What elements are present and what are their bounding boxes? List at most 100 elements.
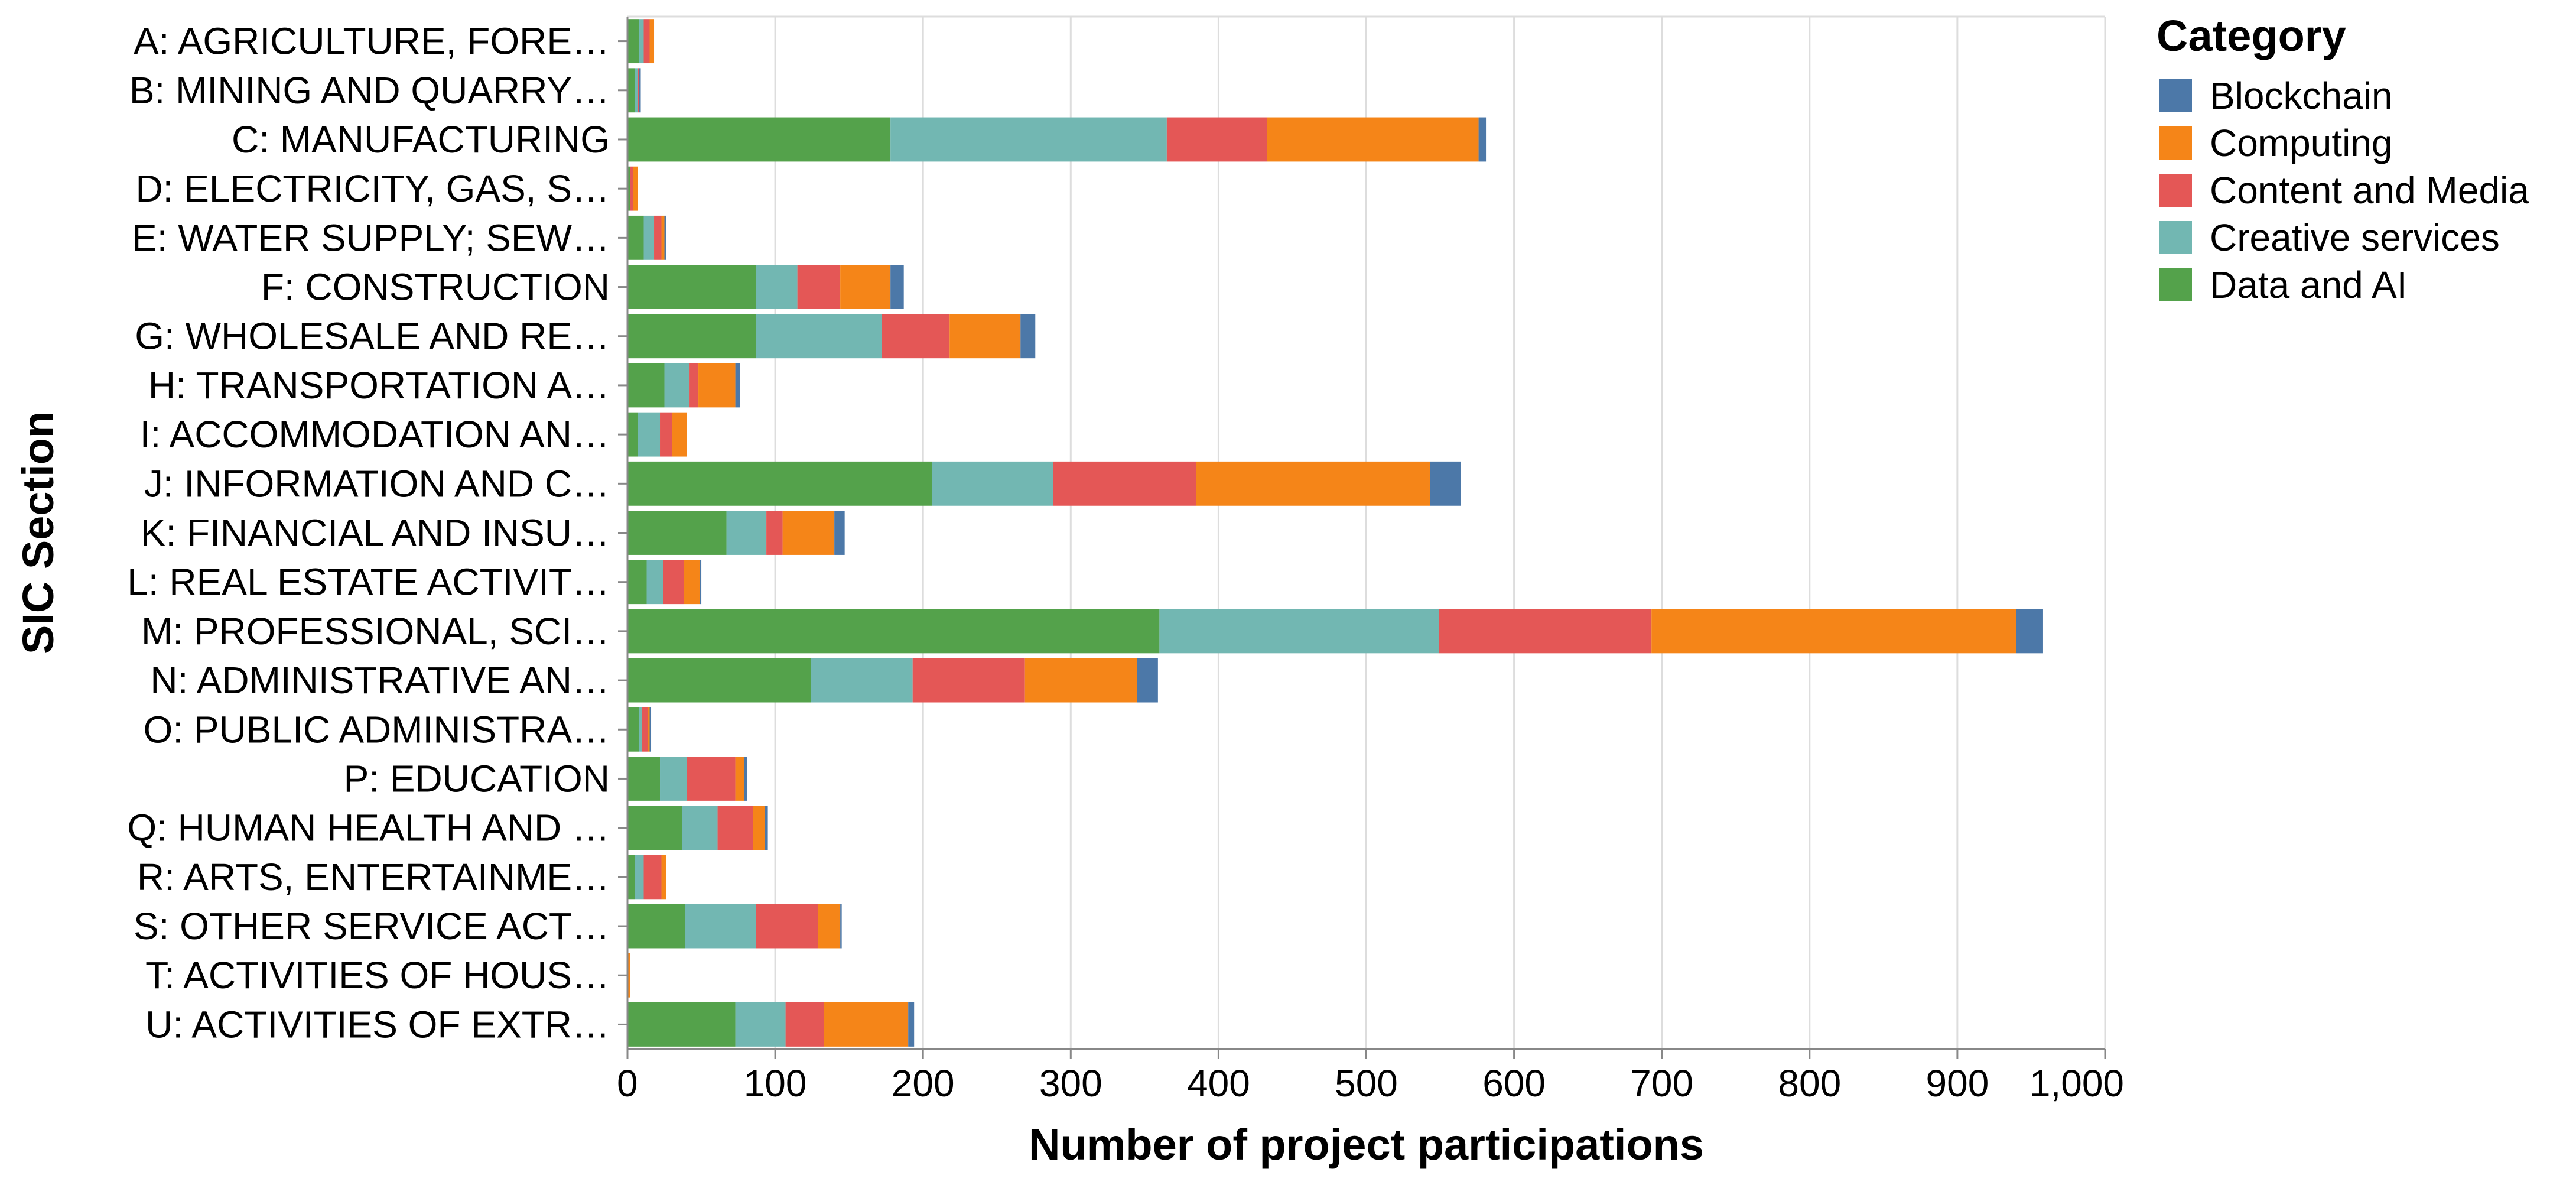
bar-segment [627,658,811,703]
x-axis-ticks: 0 100 200 300 400 500 600 700 800 900 1,000 [617,1049,2124,1105]
bar-segment [689,363,699,408]
legend-items: Blockchain Computing Content and MediaCrea… [2159,74,2529,306]
bar-segment [726,511,767,555]
y-tick-label: D: ELECTRICITY, GAS, S… [135,167,610,210]
bar-segment [1024,658,1137,703]
x-tick-label: 400 [1187,1062,1250,1105]
bar-segment [1196,461,1430,506]
y-axis-title: SIC Section [14,411,63,654]
bar-segment [660,412,672,457]
bar-segment [635,68,638,113]
x-tick-label: 600 [1482,1062,1546,1105]
bar-segment [627,707,640,752]
bar-segment [663,560,684,605]
bar-segment [643,855,662,900]
bar-segment [642,707,649,752]
bar-segment [630,166,634,211]
bar-segment [744,757,747,801]
legend-label: Computing [2210,122,2393,164]
bar-segment [1430,461,1461,506]
y-tick-label: A: AGRICULTURE, FORE… [134,20,610,63]
bar-segment [797,265,841,309]
bar-segment [700,560,702,605]
bar-segment [627,68,635,113]
bar-segment [1137,658,1158,703]
y-tick-label: U: ACTIVITIES OF EXTR… [145,1003,610,1046]
bar-segment [627,461,932,506]
bar-segment [648,707,650,752]
x-tick-label: 500 [1335,1062,1398,1105]
bar-segment [685,904,756,949]
bar-segment [766,511,783,555]
bar-segment [890,265,904,309]
legend-swatch [2159,126,2192,160]
x-tick-label: 300 [1039,1062,1102,1105]
bar-segment [756,265,798,309]
bar-segment [1478,117,1487,162]
bar-segment [717,806,753,850]
bar-segment [627,314,756,359]
x-axis-title: Number of project participations [1029,1120,1704,1169]
bar-segment [811,658,913,703]
y-tick-label: J: INFORMATION AND C… [144,462,610,505]
bar-segment [627,363,665,408]
bar-segment [698,363,736,408]
bar-segment [1020,314,1036,359]
bar-segment [627,215,644,260]
bar-segment [1267,117,1479,162]
bar-segment [627,511,727,555]
bar-segment [890,117,1167,162]
y-tick-label: P: EDUCATION [344,757,610,800]
bar-segment [1159,609,1439,654]
bar-segment [660,757,687,801]
legend-label: Blockchain [2210,74,2393,117]
y-tick-label: T: ACTIVITIES OF HOUS… [145,954,610,996]
bar-segment [932,461,1053,506]
bar-segment [735,1002,786,1047]
bar-segment [672,412,687,457]
bar-segment [627,117,891,162]
x-tick-label: 700 [1630,1062,1693,1105]
bar-segment [882,314,950,359]
y-tick-label: S: OTHER SERVICE ACT… [134,905,610,947]
y-tick-label: B: MINING AND QUARRY… [129,69,610,112]
bar-segment [834,511,845,555]
y-tick-label: I: ACCOMMODATION AN… [140,413,610,456]
bar-segment [649,707,652,752]
bar-segment [756,314,882,359]
bar-segment [627,560,647,605]
bar-segment [818,904,841,949]
bar-segment [627,855,635,900]
bar-segment [638,68,640,113]
bar-segment [627,904,685,949]
bar-segment [840,904,842,949]
x-tick-label: 800 [1778,1062,1841,1105]
y-tick-label: M: PROFESSIONAL, SCI… [141,610,610,652]
bar-segment [1053,461,1196,506]
bar-segment [735,363,740,408]
bar-segment [643,215,655,260]
gridlines [626,15,2106,1049]
y-tick-label: F: CONSTRUCTION [261,266,610,309]
bar-segment [649,19,655,64]
bar-segment [627,1002,736,1047]
x-tick-label: 0 [617,1062,638,1105]
y-tick-label: G: WHOLESALE AND RE… [135,315,610,358]
bar-segment [627,265,756,309]
bar-segment [627,19,640,64]
y-tick-label: O: PUBLIC ADMINISTRA… [144,708,610,751]
legend-swatch [2159,221,2192,254]
bar-segment [753,806,765,850]
bar-segment [627,412,638,457]
bar-segment [639,707,643,752]
legend: Category Blockchain Computing Content and … [2157,11,2529,306]
bar-segment [756,904,818,949]
bar-segment [840,265,891,309]
y-tick-label: C: MANUFACTURING [232,118,610,161]
bar-segment [765,806,768,850]
x-tick-label: 200 [892,1062,955,1105]
bar-segment [785,1002,824,1047]
bar-segment [949,314,1021,359]
bar-segment [638,412,661,457]
